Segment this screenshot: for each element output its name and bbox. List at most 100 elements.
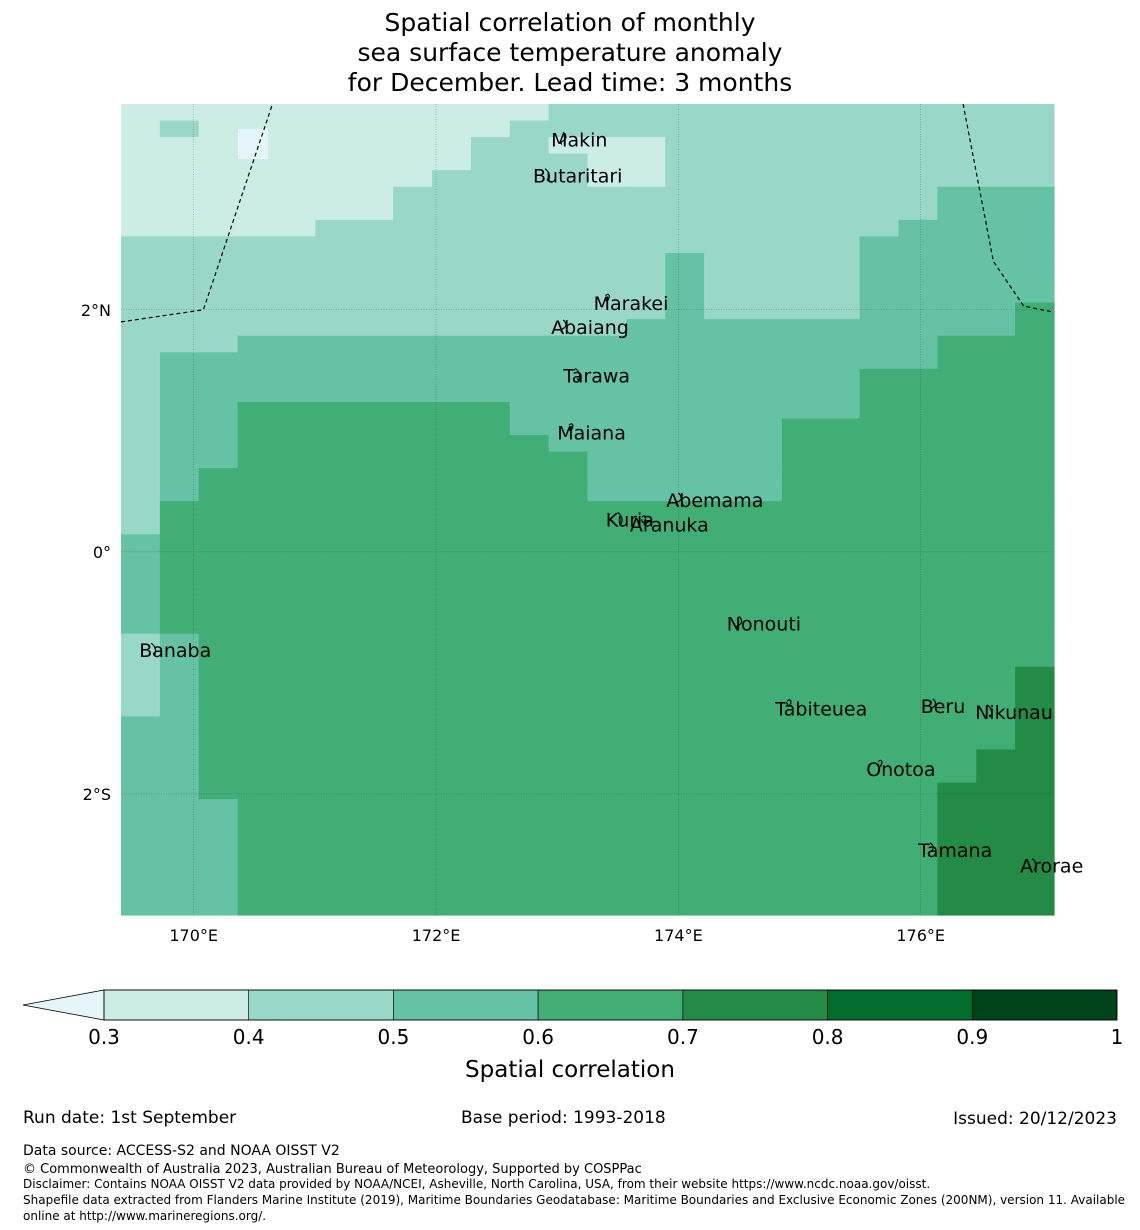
grid-cell — [354, 435, 394, 453]
grid-cell — [743, 617, 783, 635]
grid-cell — [665, 104, 705, 122]
grid-cell — [159, 137, 200, 155]
grid-cell — [665, 319, 705, 337]
grid-cell — [548, 252, 589, 271]
grid-cell — [198, 567, 239, 585]
grid-cell — [432, 815, 472, 833]
grid-cell — [548, 766, 589, 784]
grid-cell — [1015, 435, 1055, 453]
grid-cell — [315, 583, 355, 602]
y-tick-label: 0° — [93, 543, 111, 562]
run-date: Run date: 1st September — [23, 1108, 237, 1128]
grid-cell — [665, 120, 705, 138]
grid-cell — [432, 534, 472, 552]
grid-cell — [121, 286, 161, 304]
grid-cell — [159, 567, 200, 585]
grid-cell — [159, 302, 200, 320]
grid-cell — [121, 583, 161, 602]
grid-cell — [976, 650, 1016, 668]
grid-cell — [626, 203, 666, 221]
grid-cell — [937, 451, 977, 469]
grid-cell — [743, 633, 783, 651]
grid-cell — [470, 583, 511, 602]
grid-cell — [276, 468, 316, 486]
grid-cell — [937, 550, 977, 569]
grid-cell — [704, 418, 744, 436]
grid-cell — [237, 219, 278, 238]
colorbar-swatch — [971, 989, 1118, 1021]
grid-cell — [704, 252, 744, 271]
grid-cell — [315, 319, 355, 337]
grid-cell — [198, 716, 239, 734]
grid-cell — [743, 120, 783, 138]
grid-cell — [198, 699, 239, 717]
grid-cell — [432, 302, 472, 320]
grid-cell — [743, 501, 783, 519]
grid-cell — [198, 766, 239, 784]
grid-cell — [237, 352, 278, 370]
grid-cell — [315, 302, 355, 320]
grid-cell — [898, 435, 938, 453]
grid-cell — [159, 236, 200, 254]
grid-cell — [820, 170, 861, 188]
grid-cell — [159, 319, 200, 337]
grid-cell — [743, 236, 783, 254]
grid-cell — [237, 269, 278, 287]
grid-cell — [198, 252, 239, 271]
island-outline — [641, 515, 647, 524]
grid-cell — [937, 269, 977, 287]
grid-cell — [159, 799, 200, 817]
grid-cell — [237, 252, 278, 271]
grid-cell — [781, 335, 822, 353]
grid-cell — [159, 881, 200, 900]
grid-cell — [393, 186, 433, 204]
grid-cell — [704, 137, 744, 155]
grid-cell — [976, 252, 1016, 271]
island-outline — [927, 842, 934, 856]
grid-cell — [548, 335, 589, 353]
grid-cell — [820, 799, 861, 817]
grid-cell — [276, 120, 316, 138]
grid-cell — [315, 335, 355, 353]
grid-cell — [665, 219, 705, 238]
grid-cell — [315, 550, 355, 569]
grid-cell — [509, 352, 550, 370]
grid-cell — [976, 683, 1016, 701]
grid-cell — [470, 302, 511, 320]
grid-cell — [859, 782, 900, 800]
grid-cell — [315, 881, 355, 900]
grid-cell — [121, 550, 161, 569]
grid-cell — [976, 799, 1016, 817]
grid-cell — [393, 302, 433, 320]
grid-cell — [432, 782, 472, 800]
grid-cell — [665, 898, 705, 916]
grid-cell — [237, 766, 278, 784]
grid-cell — [393, 104, 433, 122]
grid-cell — [587, 501, 627, 519]
grid-cell — [121, 451, 161, 469]
grid-cell — [1015, 600, 1055, 618]
island-label: Nonouti — [727, 614, 801, 636]
grid-cell — [470, 534, 511, 552]
grid-cell — [470, 219, 511, 238]
grid-cell — [587, 517, 627, 535]
grid-cell — [743, 666, 783, 684]
grid-cell — [393, 699, 433, 717]
grid-cell — [743, 881, 783, 900]
grid-cell — [665, 815, 705, 833]
grid-cell — [743, 170, 783, 188]
grid-cell — [198, 186, 239, 204]
grid-cell — [159, 650, 200, 668]
grid-cell — [743, 799, 783, 817]
grid-cell — [587, 302, 627, 320]
grid-cell — [121, 153, 161, 171]
grid-cell — [393, 832, 433, 850]
grid-cell — [276, 352, 316, 370]
grid-cell — [976, 368, 1016, 386]
grid-cell — [432, 335, 472, 353]
grid-cell — [470, 501, 511, 519]
island-label: Makin — [551, 129, 607, 151]
grid-cell — [743, 534, 783, 552]
grid-cell — [315, 517, 355, 535]
grid-cell — [1015, 865, 1055, 883]
